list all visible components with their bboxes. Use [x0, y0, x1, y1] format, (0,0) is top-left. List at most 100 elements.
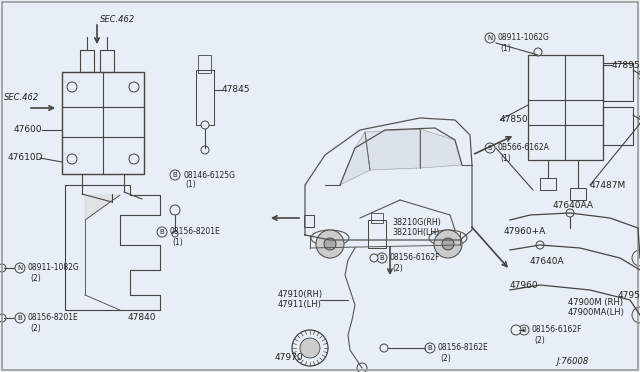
- Text: 47840: 47840: [128, 314, 157, 323]
- Text: 47600: 47600: [14, 125, 43, 135]
- Text: 08156-6162F: 08156-6162F: [390, 253, 440, 263]
- Bar: [62, 72, 144, 174]
- Bar: [368, 220, 386, 248]
- Circle shape: [377, 253, 387, 263]
- Circle shape: [201, 146, 209, 154]
- Circle shape: [485, 143, 495, 153]
- Polygon shape: [85, 195, 120, 220]
- Polygon shape: [420, 129, 462, 168]
- Circle shape: [324, 238, 336, 250]
- Circle shape: [129, 154, 139, 164]
- Circle shape: [170, 205, 180, 215]
- Circle shape: [536, 241, 544, 249]
- Circle shape: [157, 227, 167, 237]
- Circle shape: [201, 121, 209, 129]
- Circle shape: [434, 230, 462, 258]
- Text: N: N: [488, 35, 493, 41]
- Bar: [80, 50, 94, 72]
- Circle shape: [566, 209, 574, 217]
- Polygon shape: [365, 129, 420, 170]
- Text: (2): (2): [534, 336, 545, 344]
- Text: 08146-6125G: 08146-6125G: [183, 170, 235, 180]
- Text: (1): (1): [172, 237, 183, 247]
- Text: SEC.462: SEC.462: [100, 16, 135, 25]
- Circle shape: [425, 343, 435, 353]
- Circle shape: [380, 344, 388, 352]
- Bar: [304, 215, 314, 227]
- Circle shape: [638, 70, 640, 80]
- Text: 47910(RH): 47910(RH): [278, 291, 323, 299]
- Circle shape: [15, 263, 25, 273]
- Circle shape: [172, 231, 178, 237]
- Bar: [100, 50, 114, 72]
- Bar: [371, 213, 383, 223]
- Bar: [603, 107, 633, 145]
- Text: (2): (2): [30, 273, 41, 282]
- Text: 47640A: 47640A: [530, 257, 564, 266]
- Text: (1): (1): [500, 154, 511, 163]
- Text: N: N: [17, 265, 22, 271]
- Bar: [603, 63, 633, 101]
- Text: 38210H(LH): 38210H(LH): [392, 228, 440, 237]
- Circle shape: [519, 325, 529, 335]
- Text: 47900MA(LH): 47900MA(LH): [568, 308, 625, 317]
- Text: 47950: 47950: [618, 291, 640, 299]
- Bar: [528, 55, 603, 160]
- Text: B: B: [18, 315, 22, 321]
- Text: S: S: [488, 145, 492, 151]
- Ellipse shape: [311, 230, 349, 246]
- Text: 08156-8201E: 08156-8201E: [170, 228, 221, 237]
- Circle shape: [511, 325, 521, 335]
- Text: B: B: [522, 327, 526, 333]
- Polygon shape: [340, 132, 370, 185]
- Bar: [570, 188, 586, 200]
- Text: 08156-8162E: 08156-8162E: [438, 343, 489, 353]
- Text: 47487M: 47487M: [590, 180, 627, 189]
- Text: SEC.462: SEC.462: [4, 93, 39, 103]
- Circle shape: [292, 330, 328, 366]
- Circle shape: [129, 82, 139, 92]
- Text: 47960: 47960: [510, 280, 539, 289]
- Bar: [540, 178, 556, 190]
- Text: 08156-8201E: 08156-8201E: [28, 314, 79, 323]
- Text: (2): (2): [392, 263, 403, 273]
- Text: (1): (1): [185, 180, 196, 189]
- Circle shape: [0, 314, 6, 322]
- Text: 47895: 47895: [612, 61, 640, 70]
- Text: 47850: 47850: [500, 115, 529, 125]
- Circle shape: [300, 338, 320, 358]
- Ellipse shape: [429, 230, 467, 246]
- Circle shape: [442, 238, 454, 250]
- Circle shape: [170, 170, 180, 180]
- Text: B: B: [380, 255, 385, 261]
- Text: 08156-6162F: 08156-6162F: [532, 326, 582, 334]
- Text: B: B: [428, 345, 433, 351]
- Text: B: B: [159, 229, 164, 235]
- Text: 38210G(RH): 38210G(RH): [392, 218, 441, 227]
- Circle shape: [357, 363, 367, 372]
- Circle shape: [632, 307, 640, 323]
- Text: 08911-1062G: 08911-1062G: [498, 33, 550, 42]
- Text: 47960+A: 47960+A: [504, 228, 547, 237]
- Circle shape: [67, 82, 77, 92]
- Circle shape: [67, 154, 77, 164]
- Circle shape: [0, 264, 6, 272]
- Circle shape: [15, 313, 25, 323]
- Text: 08911-1082G: 08911-1082G: [28, 263, 80, 273]
- Bar: [198, 55, 211, 73]
- Circle shape: [316, 230, 344, 258]
- Text: 47900M (RH): 47900M (RH): [568, 298, 623, 307]
- Circle shape: [485, 33, 495, 43]
- Circle shape: [534, 48, 542, 56]
- Text: 47970: 47970: [275, 353, 303, 362]
- Text: 47845: 47845: [222, 86, 250, 94]
- Text: 0B566-6162A: 0B566-6162A: [498, 144, 550, 153]
- Circle shape: [632, 250, 640, 266]
- Text: J:76008: J:76008: [556, 357, 588, 366]
- Text: 47610D: 47610D: [8, 154, 44, 163]
- Circle shape: [638, 115, 640, 125]
- Bar: [196, 70, 214, 125]
- Text: 47640AA: 47640AA: [553, 201, 594, 209]
- Text: (1): (1): [500, 44, 511, 52]
- Text: (2): (2): [30, 324, 41, 333]
